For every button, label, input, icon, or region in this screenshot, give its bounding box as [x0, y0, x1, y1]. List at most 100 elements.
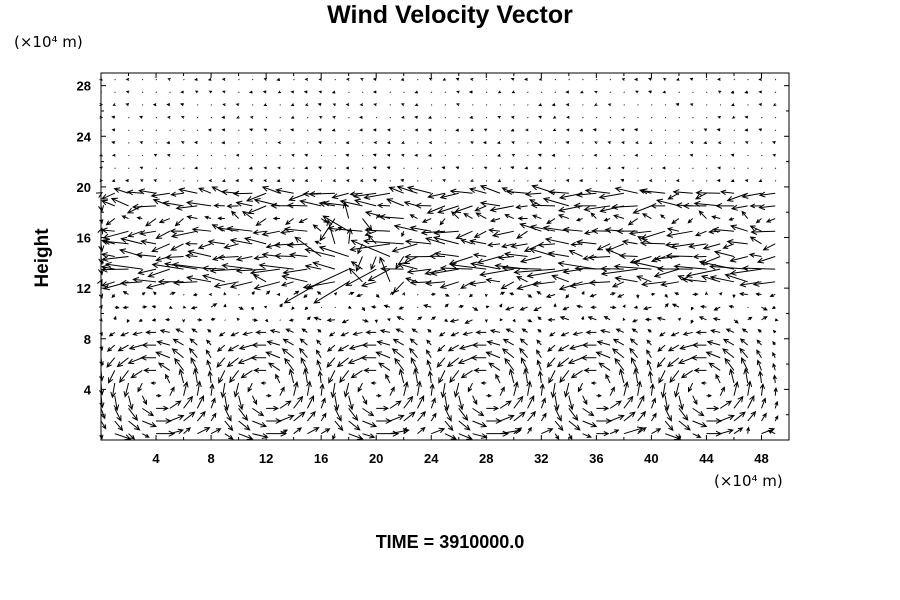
- vector-arrow: [504, 214, 515, 219]
- vector-arrow: [224, 408, 232, 422]
- vector-arrow: [230, 331, 239, 337]
- vector-arrow: [221, 179, 226, 182]
- vector-dot: [334, 154, 336, 157]
- vector-arrow: [117, 344, 129, 352]
- vector-arrow: [479, 268, 514, 278]
- vector-arrow: [350, 369, 363, 379]
- vector-dot: [389, 104, 391, 106]
- vector-arrow: [156, 418, 172, 424]
- vector-dot: [155, 167, 158, 169]
- vector-arrow: [169, 414, 185, 422]
- vector-arrow: [681, 276, 707, 283]
- vector-arrow: [468, 187, 487, 194]
- vector-arrow: [180, 115, 185, 119]
- vector-arrow: [664, 303, 669, 308]
- vector-arrow: [639, 240, 666, 247]
- y-tick-label: 16: [77, 231, 91, 246]
- vector-dot: [678, 129, 680, 131]
- vector-dot: [210, 104, 213, 106]
- vector-arrow: [636, 380, 643, 396]
- vector-arrow: [583, 367, 597, 373]
- vector-dot: [417, 294, 419, 296]
- vector-dot: [678, 154, 680, 157]
- vector-arrow: [706, 418, 723, 424]
- vector-arrow: [339, 199, 363, 207]
- vector-dot: [623, 91, 625, 94]
- vector-arrow: [568, 420, 581, 431]
- vector-dot: [527, 116, 529, 119]
- vector-arrow: [733, 411, 746, 422]
- vector-arrow: [513, 395, 524, 409]
- vector-arrow: [345, 153, 350, 157]
- vector-arrow: [455, 166, 460, 170]
- vector-arrow: [437, 344, 446, 352]
- vector-arrow: [470, 179, 474, 182]
- vector-arrow: [692, 254, 707, 260]
- vector-arrow: [694, 192, 707, 200]
- vector-arrow: [417, 395, 425, 409]
- vector-dot: [485, 154, 488, 157]
- vector-arrow: [432, 235, 459, 245]
- vector-arrow: [663, 395, 670, 412]
- vector-arrow: [659, 332, 666, 337]
- vector-arrow: [238, 433, 254, 440]
- vector-arrow: [112, 153, 116, 157]
- vector-dot: [362, 142, 364, 144]
- vector-arrow: [595, 351, 611, 359]
- vector-arrow: [664, 420, 674, 432]
- vector-arrow: [410, 357, 418, 371]
- vector-arrow: [713, 249, 735, 257]
- vector-arrow: [318, 166, 322, 170]
- vector-arrow: [100, 408, 106, 420]
- vector-arrow: [640, 188, 666, 195]
- vector-arrow: [773, 387, 778, 396]
- vector-arrow: [772, 340, 776, 346]
- vector-arrow: [303, 90, 308, 94]
- vector-arrow: [722, 338, 735, 346]
- vector-arrow: [238, 395, 244, 411]
- vector-dot: [664, 129, 667, 131]
- vector-arrow: [312, 224, 322, 232]
- vector-arrow: [513, 381, 519, 396]
- vector-arrow: [140, 179, 144, 183]
- vector-arrow: [281, 348, 294, 359]
- vector-arrow: [152, 103, 157, 107]
- vector-arrow: [758, 179, 763, 182]
- vector-dot: [761, 154, 763, 157]
- vector-dot: [774, 116, 777, 119]
- x-tick-label: 36: [589, 451, 603, 466]
- vector-arrow: [516, 281, 542, 291]
- vector-arrow: [263, 78, 268, 81]
- vector-arrow: [108, 370, 116, 384]
- vector-arrow: [123, 382, 130, 398]
- vector-arrow: [614, 275, 638, 283]
- vector-arrow: [538, 77, 543, 81]
- vector-dot: [609, 154, 612, 157]
- vector-arrow: [404, 238, 432, 245]
- vector-arrow: [111, 294, 116, 299]
- vector-arrow: [339, 370, 350, 384]
- vector-arrow: [519, 306, 528, 311]
- vector-arrow: [128, 408, 139, 422]
- vector-arrow: [326, 219, 336, 244]
- vector-arrow: [472, 306, 479, 311]
- vector-arrow: [596, 393, 603, 398]
- vector-arrow: [706, 340, 721, 346]
- vector-arrow: [282, 268, 308, 276]
- vector-dot: [706, 91, 708, 94]
- vector-arrow: [223, 303, 227, 308]
- vector-arrow: [375, 351, 391, 359]
- vector-dot: [527, 104, 529, 106]
- vector-arrow: [510, 242, 528, 249]
- vector-dot: [155, 142, 158, 144]
- vector-arrow: [238, 344, 253, 351]
- vector-arrow: [455, 103, 460, 107]
- vector-arrow: [573, 202, 597, 209]
- vector-arrow: [567, 357, 583, 365]
- vector-arrow: [450, 331, 459, 337]
- vector-arrow: [313, 281, 349, 304]
- vector-arrow: [362, 218, 373, 232]
- vector-arrow: [372, 77, 377, 81]
- vector-arrow: [426, 205, 446, 214]
- vector-arrow: [282, 338, 294, 346]
